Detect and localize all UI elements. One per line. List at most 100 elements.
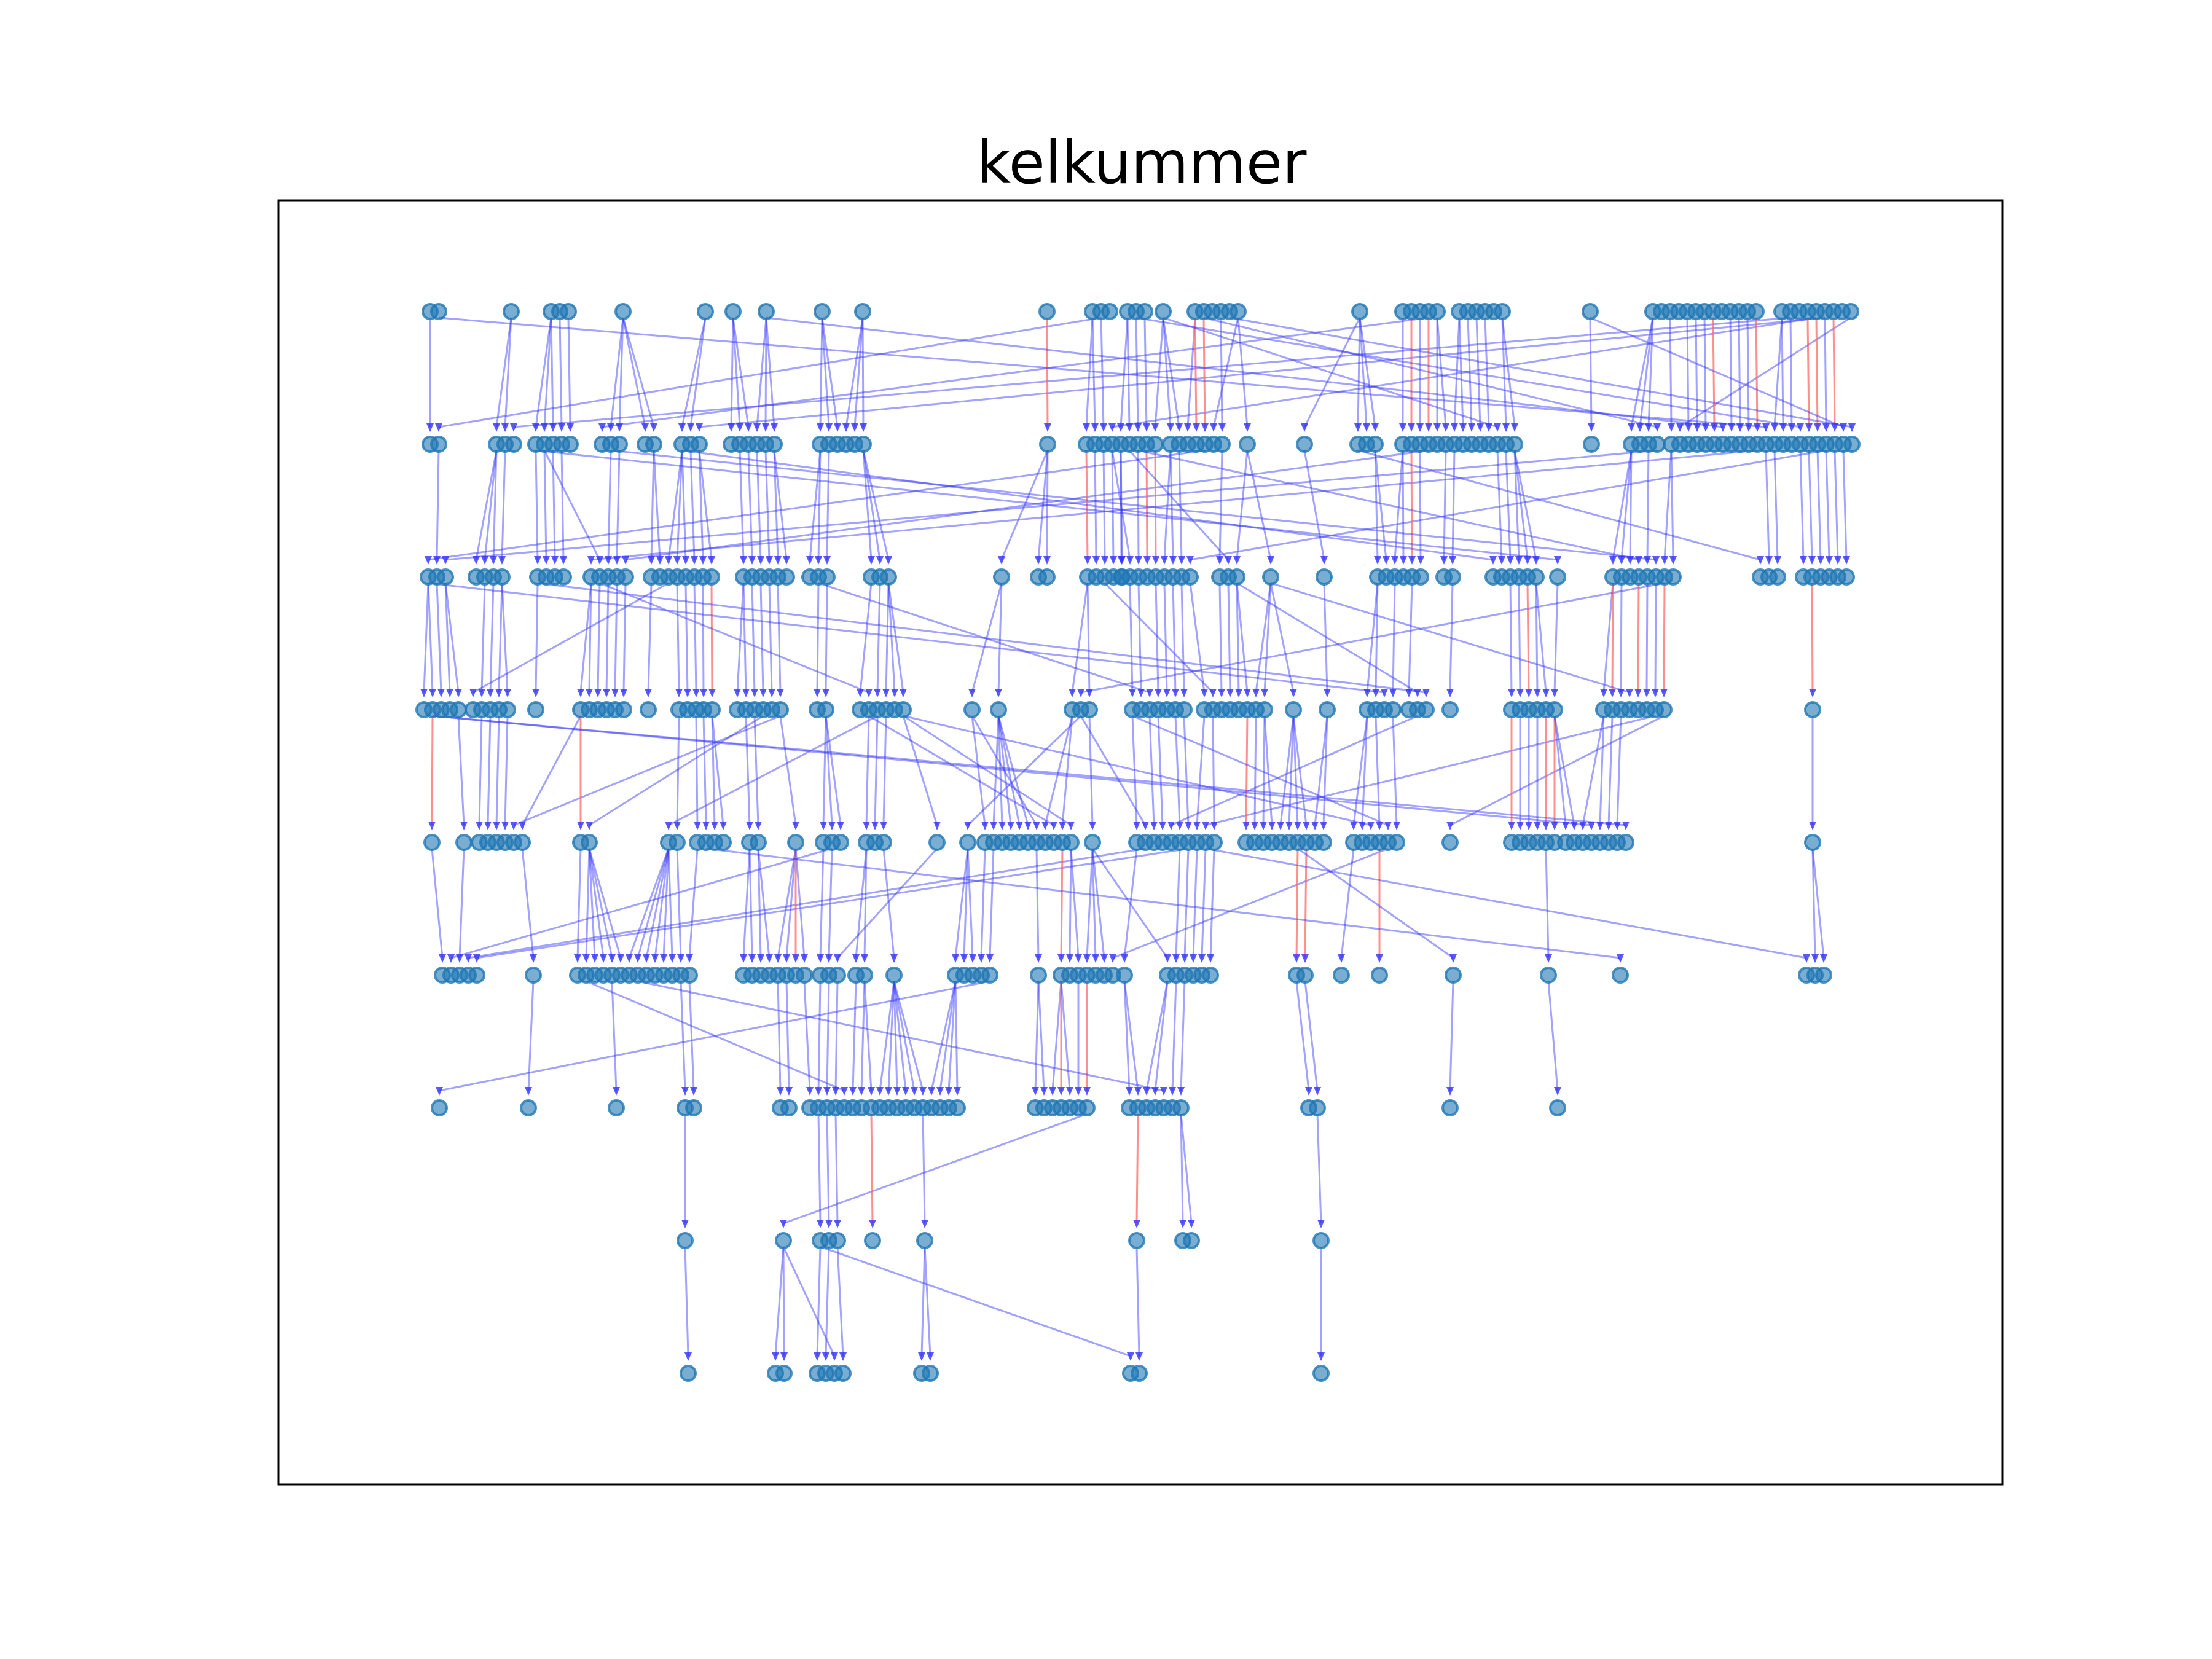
graph-edge bbox=[689, 450, 696, 560]
graph-node bbox=[1617, 834, 1634, 851]
graph-edge bbox=[834, 981, 839, 1091]
graph-node bbox=[834, 1365, 852, 1382]
edge-arrowhead bbox=[927, 1352, 934, 1361]
edge-arrowhead bbox=[675, 689, 683, 697]
graph-edge bbox=[1458, 317, 1464, 428]
edge-arrowhead bbox=[869, 1220, 876, 1228]
graph-edge bbox=[860, 981, 866, 1091]
graph-edge bbox=[1535, 582, 1539, 693]
edge-arrowhead bbox=[1669, 556, 1677, 565]
edge-arrowhead bbox=[425, 556, 432, 565]
edge-arrowhead bbox=[1774, 556, 1781, 565]
graph-edge bbox=[1375, 582, 1379, 693]
graph-edge bbox=[699, 316, 1826, 428]
edge-arrowhead bbox=[1091, 423, 1099, 432]
edge-arrowhead bbox=[777, 689, 784, 697]
edge-arrowhead bbox=[1126, 556, 1134, 565]
graph-edge bbox=[711, 715, 716, 826]
graph-edge bbox=[622, 317, 646, 428]
graph-edge bbox=[1359, 317, 1376, 428]
edge-arrowhead bbox=[1317, 1220, 1325, 1228]
edge-arrowhead bbox=[742, 689, 750, 697]
edge-arrowhead bbox=[469, 689, 477, 697]
edge-arrowhead bbox=[823, 1087, 831, 1096]
graph-edge bbox=[785, 981, 790, 1091]
graph-edge bbox=[1060, 848, 1064, 959]
edge-arrowhead bbox=[1636, 423, 1644, 432]
graph-edge bbox=[997, 715, 1003, 826]
graph-edge bbox=[1218, 450, 1223, 560]
edge-arrowhead bbox=[673, 822, 681, 830]
graph-edge bbox=[1201, 848, 1207, 959]
graph-edge bbox=[1128, 449, 1230, 561]
graph-edge bbox=[1236, 450, 1249, 560]
edge-arrowhead bbox=[768, 689, 775, 697]
graph-edge bbox=[1467, 317, 1473, 428]
graph-edge bbox=[1143, 317, 1148, 428]
edge-arrowhead bbox=[648, 556, 655, 565]
edge-arrowhead bbox=[613, 1087, 620, 1096]
edge-arrowhead bbox=[577, 689, 584, 697]
edge-arrowhead bbox=[1108, 423, 1116, 432]
graph-edge bbox=[1183, 715, 1190, 826]
graph-edge bbox=[535, 449, 1558, 561]
edge-arrowhead bbox=[1745, 423, 1752, 432]
graph-edge bbox=[803, 981, 811, 1091]
graph-edge bbox=[783, 1113, 1088, 1225]
edge-arrowhead bbox=[1668, 423, 1675, 432]
graph-edge bbox=[495, 317, 512, 428]
graph-edge bbox=[610, 317, 624, 428]
edge-arrowhead bbox=[1451, 423, 1458, 432]
edge-arrowhead bbox=[600, 954, 607, 963]
edge-arrowhead bbox=[605, 556, 612, 565]
graph-node bbox=[990, 701, 1007, 718]
edge-arrowhead bbox=[814, 1352, 821, 1361]
graph-node bbox=[1081, 701, 1098, 718]
edge-arrowhead bbox=[1100, 423, 1107, 432]
graph-node bbox=[608, 1099, 625, 1116]
edge-arrowhead bbox=[1209, 689, 1217, 697]
graph-node bbox=[1202, 967, 1219, 984]
edge-arrowhead bbox=[1083, 954, 1091, 963]
edge-arrowhead bbox=[1661, 556, 1668, 565]
edge-arrowhead bbox=[1177, 1087, 1185, 1096]
graph-node bbox=[1540, 967, 1557, 984]
edge-arrowhead bbox=[1381, 689, 1388, 697]
graph-node bbox=[1747, 303, 1765, 320]
graph-node bbox=[1842, 303, 1859, 320]
graph-edge bbox=[1789, 317, 1793, 428]
graph-edge bbox=[1154, 450, 1157, 560]
edge-arrowhead bbox=[490, 556, 497, 565]
graph-node bbox=[855, 436, 872, 453]
graph-node bbox=[1445, 967, 1462, 984]
edge-arrowhead bbox=[1251, 822, 1258, 830]
graph-edge bbox=[882, 715, 887, 826]
edge-arrowhead bbox=[567, 423, 574, 432]
graph-node bbox=[1101, 303, 1118, 320]
edge-arrowhead bbox=[1242, 822, 1250, 830]
graph-edge bbox=[1816, 450, 1822, 560]
edge-arrowhead bbox=[874, 689, 881, 697]
edge-arrowhead bbox=[964, 822, 971, 830]
graph-edge bbox=[887, 582, 904, 693]
graph-edge bbox=[1137, 449, 1639, 561]
edge-arrowhead bbox=[1155, 689, 1162, 697]
graph-edge bbox=[1630, 317, 1654, 428]
edge-arrowhead bbox=[998, 556, 1005, 565]
edge-arrowhead bbox=[1041, 822, 1049, 830]
graph-edge bbox=[450, 847, 833, 959]
graph-edge bbox=[432, 715, 1592, 826]
graph-edge bbox=[1255, 582, 1272, 693]
graph-node bbox=[880, 568, 897, 586]
graph-edge bbox=[879, 981, 895, 1091]
graph-edge bbox=[1695, 317, 1698, 428]
graph-node bbox=[1062, 834, 1080, 851]
edge-arrowhead bbox=[1814, 423, 1821, 432]
graph-node bbox=[437, 568, 454, 586]
edge-arrowhead bbox=[1035, 556, 1042, 565]
graph-edge bbox=[1620, 582, 1623, 693]
graph-edge bbox=[739, 450, 745, 560]
graph-edge bbox=[1157, 715, 1164, 826]
graph-edge bbox=[1112, 847, 1389, 959]
graph-edge bbox=[826, 981, 830, 1091]
